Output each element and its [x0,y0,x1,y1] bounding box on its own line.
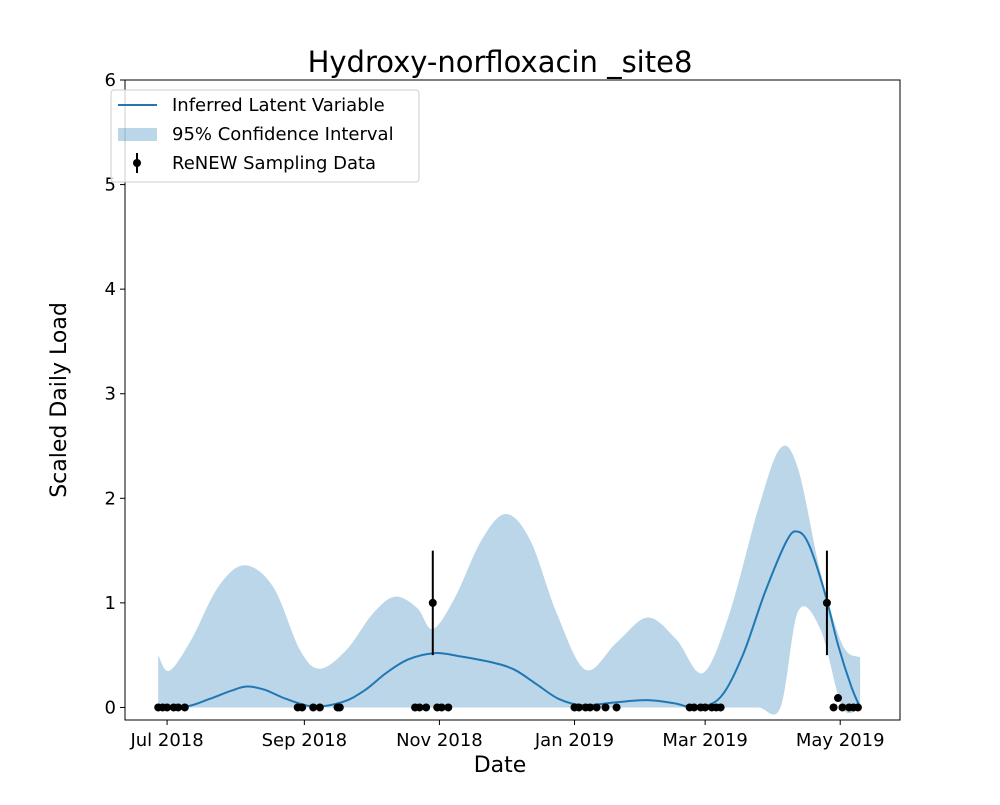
sampling-point [422,703,431,712]
plot-area [154,445,862,715]
sampling-point [838,703,847,712]
x-tick-label: Jul 2018 [129,730,203,751]
legend-box [110,89,420,183]
sampling-point [829,703,838,712]
y-axis-title: Scaled Daily Load [47,302,72,498]
sampling-point [716,703,725,712]
sampling-point [834,694,842,703]
x-tick-label: Sep 2018 [262,730,347,751]
sampling-point [415,703,424,712]
y-axis: 0 1 2 3 4 5 6 [105,70,125,718]
legend: Inferred Latent Variable 95% Confidence … [110,89,420,183]
sampling-point [853,703,862,712]
sampling-point [428,598,437,607]
sampling-point [163,703,172,712]
y-tick-label: 0 [105,697,116,718]
legend-band-swatch [118,128,157,141]
sampling-point [298,703,307,712]
chart-title: Hydroxy-norfloxacin _site8 [308,45,693,79]
sampling-point [586,703,594,712]
sampling-point [335,703,344,712]
y-tick-label: 6 [105,70,116,91]
legend-label-sampling: ReNEW Sampling Data [172,153,376,174]
sampling-point [601,703,610,712]
y-tick-label: 4 [105,279,116,300]
x-tick-label: Nov 2018 [396,730,483,751]
sampling-point [437,703,446,712]
sampling-point [174,703,183,712]
y-tick-label: 5 [105,175,116,196]
confidence-band [158,445,861,715]
sampling-point [592,703,601,712]
sampling-point [690,703,699,712]
sampling-point [822,598,831,607]
legend-marker-swatch [133,159,141,167]
legend-label-confidence: 95% Confidence Interval [172,124,394,145]
sampling-point [309,703,318,712]
y-tick-label: 1 [105,593,116,614]
sampling-point [444,703,453,712]
x-tick-label: Mar 2019 [662,730,748,751]
y-tick-label: 2 [105,488,116,509]
x-tick-label: May 2019 [796,730,885,751]
plot-frame [124,79,901,721]
legend-label-latent: Inferred Latent Variable [172,95,385,116]
x-axis: Jul 2018 Sep 2018 Nov 2018 Jan 2019 Mar 2019… [129,720,885,751]
latent-variable-line [158,530,862,709]
y-tick-label: 3 [105,384,116,405]
sampling-point [315,703,324,712]
x-tick-label: Jan 2019 [534,730,614,751]
sampling-point [180,703,189,712]
sampling-point [701,703,710,712]
x-axis-title: Date [474,753,527,778]
sampling-point [612,703,621,712]
sampling-point [574,703,583,712]
